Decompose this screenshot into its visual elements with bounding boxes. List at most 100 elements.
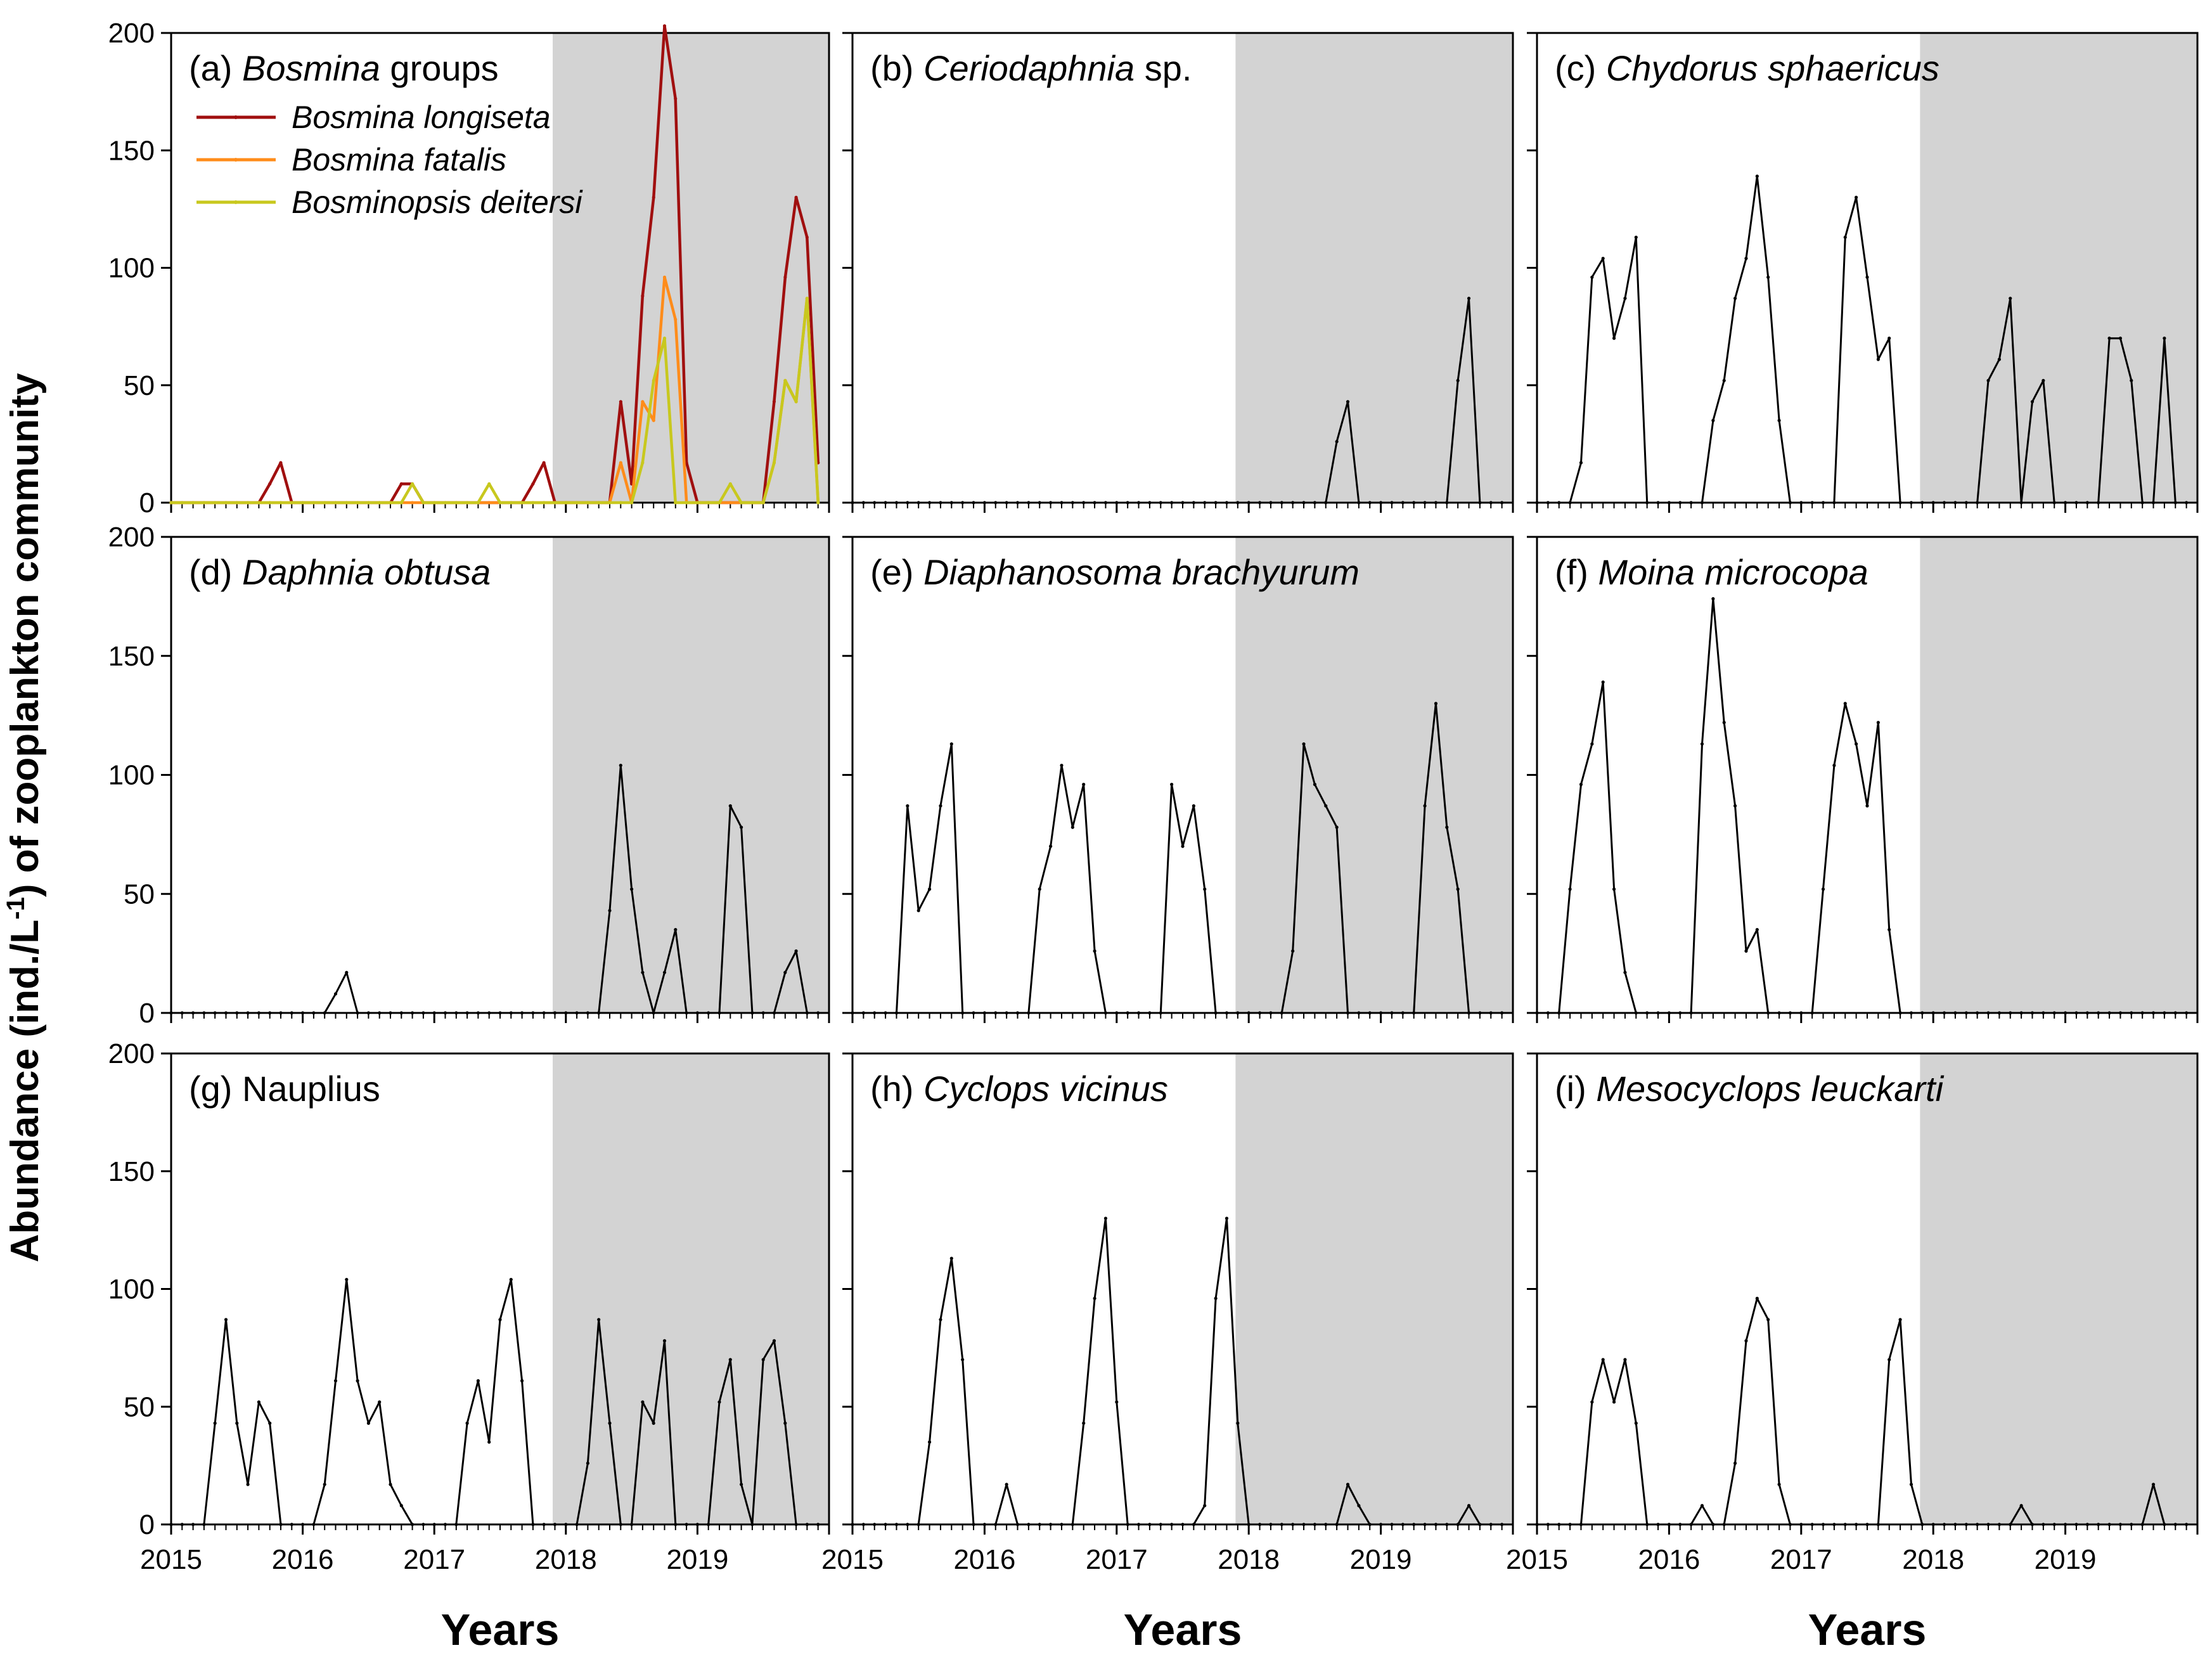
panel-title-b: (b) Ceriodaphnia sp. (870, 48, 1192, 88)
data-point-b-0-48 (1379, 501, 1383, 505)
data-point-i-0-14 (1689, 1523, 1693, 1526)
data-point-d-0-46 (674, 927, 678, 932)
data-point-g-0-49 (707, 1523, 711, 1526)
data-point-a-2-14 (323, 501, 326, 505)
data-point-a-2-2 (191, 501, 195, 505)
data-point-e-0-23 (1103, 1011, 1108, 1015)
panel-title-h: (h) Cyclops vicinus (870, 1069, 1168, 1109)
data-point-h-0-2 (873, 1523, 877, 1526)
data-point-h-0-20 (1071, 1523, 1074, 1526)
data-point-b-0-1 (861, 501, 865, 505)
panel-title-taxon-b: Ceriodaphnia (923, 48, 1135, 88)
data-point-a-0-58 (805, 235, 809, 239)
data-point-d-0-9 (268, 1011, 272, 1015)
data-point-e-0-19 (1060, 763, 1064, 768)
series-line-h-0 (852, 1217, 1502, 1526)
data-point-a-1-22 (410, 501, 415, 505)
data-point-d-0-6 (235, 1011, 239, 1015)
data-point-d-0-52 (740, 825, 743, 829)
data-point-c-0-49 (2074, 501, 2078, 505)
data-point-d-0-29 (487, 1011, 491, 1015)
data-point-b-0-54 (1445, 501, 1449, 505)
data-point-i-0-39 (1964, 1523, 1968, 1526)
data-point-e-0-22 (1093, 949, 1096, 953)
data-point-c-0-14 (1689, 501, 1693, 505)
data-point-a-1-51 (728, 501, 732, 505)
data-point-d-0-31 (509, 1011, 513, 1015)
data-point-i-0-43 (2009, 1523, 2012, 1526)
panel-grid: 0 50 100 150 200 (a) Bosmina groups Bosmina lo… (108, 18, 2199, 1654)
data-point-g-0-50 (717, 1400, 721, 1404)
data-point-f-0-40 (1976, 1011, 1979, 1015)
data-point-e-0-52 (1423, 804, 1427, 808)
data-point-i-0-9 (1634, 1421, 1638, 1425)
data-point-d-0-21 (399, 1011, 403, 1015)
data-point-e-0-44 (1335, 825, 1339, 829)
series-line-g-0 (171, 1279, 818, 1526)
y-tick-label-d-100: 100 (108, 760, 155, 791)
data-point-i-0-23 (1788, 1523, 1792, 1526)
data-point-e-0-15 (1015, 1011, 1020, 1015)
data-point-d-0-23 (421, 1011, 425, 1015)
panel-title-taxon-h: Cyclops vicinus (923, 1069, 1168, 1109)
data-point-d-0-50 (717, 1011, 721, 1015)
data-point-c-0-52 (2107, 337, 2111, 340)
data-point-i-0-5 (1590, 1400, 1594, 1404)
data-point-e-0-36 (1247, 1011, 1251, 1015)
data-point-e-0-45 (1346, 1011, 1350, 1015)
data-point-c-0-20 (1755, 174, 1759, 178)
data-point-b-0-10 (961, 501, 965, 505)
data-point-a-2-11 (290, 501, 293, 505)
data-point-g-0-20 (389, 1483, 392, 1486)
data-point-b-0-9 (949, 501, 953, 505)
data-point-e-0-7 (927, 887, 932, 891)
data-point-i-0-31 (1876, 1523, 1880, 1526)
data-point-e-0-33 (1214, 1011, 1218, 1015)
data-point-f-0-18 (1733, 804, 1737, 808)
data-point-e-0-6 (916, 908, 920, 913)
data-point-a-2-43 (641, 461, 645, 465)
shaded-period-g (553, 1053, 829, 1524)
data-point-f-0-3 (1568, 887, 1572, 891)
data-point-f-0-14 (1689, 1011, 1693, 1015)
data-point-c-0-9 (1634, 235, 1638, 239)
data-point-b-0-18 (1049, 501, 1053, 505)
shaded-period-a (553, 33, 829, 503)
data-point-g-0-40 (608, 1421, 612, 1425)
data-point-f-0-28 (1843, 702, 1847, 705)
data-point-d-0-3 (202, 1011, 206, 1015)
data-point-d-0-0 (169, 1011, 173, 1015)
data-point-f-0-15 (1700, 742, 1704, 746)
data-point-i-0-56 (2151, 1483, 2156, 1486)
data-point-c-0-41 (1986, 378, 1990, 382)
data-point-g-0-37 (575, 1523, 579, 1526)
data-point-f-0-31 (1876, 721, 1880, 725)
data-point-a-0-34 (542, 461, 546, 465)
panel-title-prefix-b: (b) (870, 48, 923, 88)
panel-title-suffix-g: Nauplius (242, 1069, 380, 1109)
data-point-g-0-7 (246, 1483, 250, 1486)
data-point-f-0-25 (1810, 1011, 1814, 1015)
data-point-g-0-11 (290, 1523, 293, 1526)
data-point-a-2-40 (608, 501, 612, 505)
data-point-a-0-33 (531, 482, 535, 486)
data-point-h-0-24 (1115, 1400, 1119, 1404)
data-point-g-0-34 (542, 1523, 546, 1526)
data-point-i-0-46 (2042, 1523, 2045, 1526)
data-point-d-0-11 (290, 1011, 293, 1015)
data-point-c-0-46 (2042, 378, 2045, 382)
panel-title-taxon-e: Diaphanosoma brachyurum (923, 552, 1360, 592)
data-point-a-0-45 (662, 24, 667, 28)
data-point-g-0-1 (180, 1523, 184, 1526)
data-point-c-0-50 (2085, 501, 2089, 505)
shaded-period-i (1920, 1053, 2197, 1524)
data-point-d-0-41 (619, 763, 622, 768)
data-point-b-0-30 (1181, 501, 1185, 505)
y-tick-label-d-50: 50 (124, 879, 155, 910)
y-axis-label-main: Abundance (ind./L (3, 920, 47, 1263)
data-point-i-0-44 (2019, 1504, 2023, 1507)
data-point-h-0-56 (1467, 1504, 1471, 1507)
data-point-a-2-26 (454, 501, 458, 505)
data-point-a-2-23 (421, 501, 425, 505)
data-point-f-0-26 (1821, 887, 1825, 891)
